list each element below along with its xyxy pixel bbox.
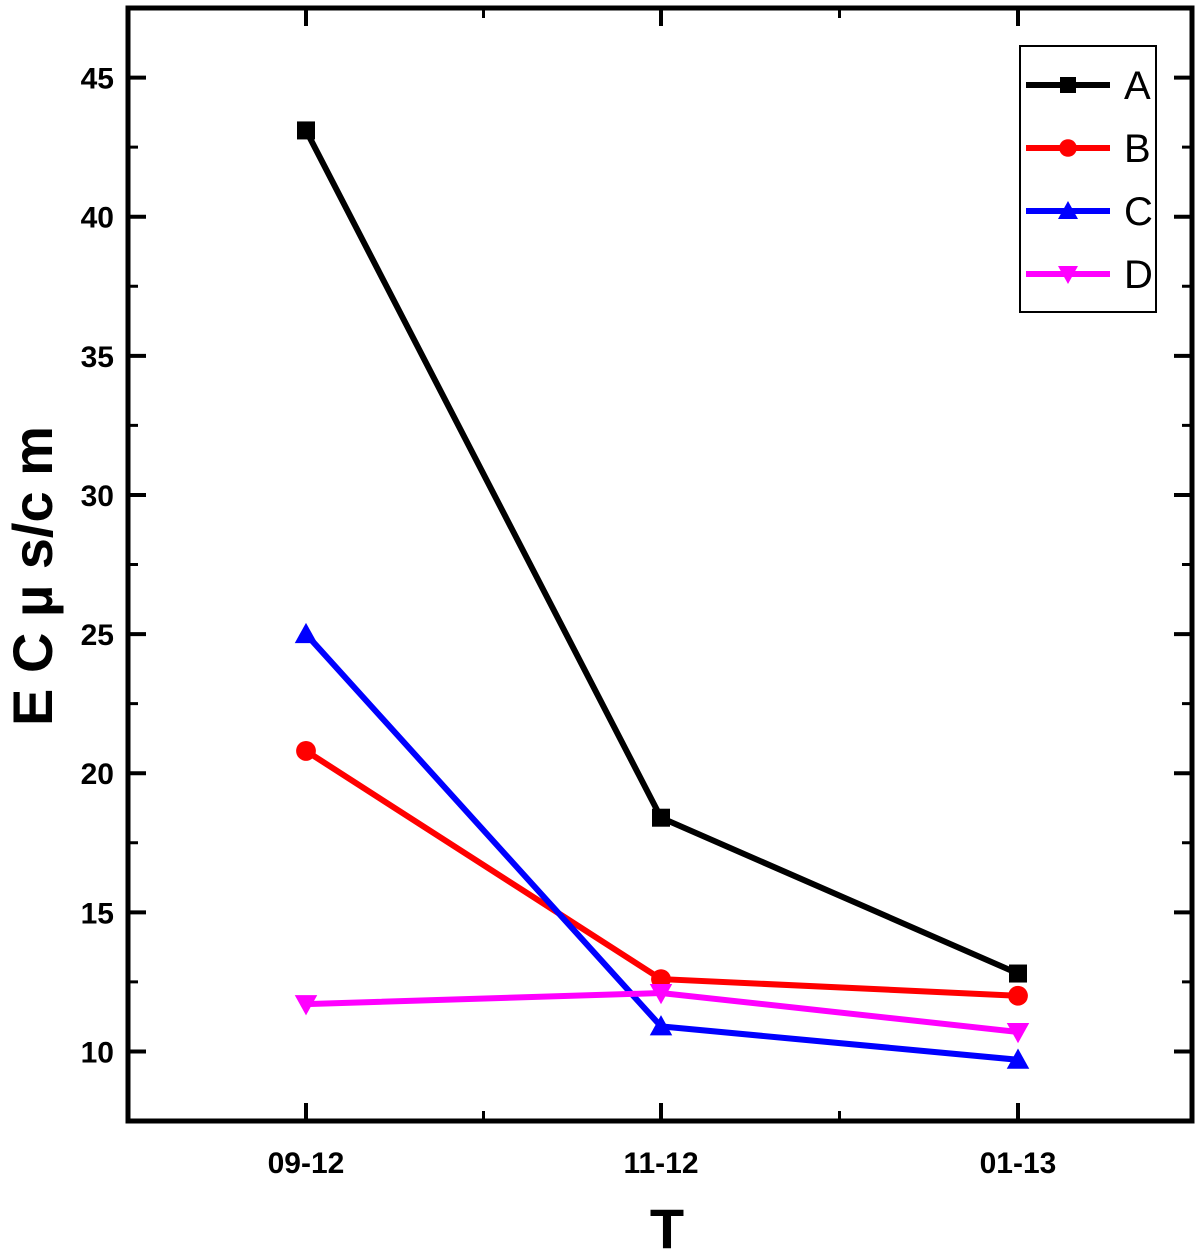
legend-label-c: C bbox=[1124, 190, 1153, 234]
series-a bbox=[297, 121, 1027, 983]
data-point-b bbox=[1008, 985, 1028, 1006]
legend-entry-b: B bbox=[1026, 127, 1151, 171]
legend-label-a: A bbox=[1124, 64, 1151, 108]
legend-entry-d: D bbox=[1026, 253, 1153, 297]
series-layer bbox=[294, 121, 1030, 1069]
y-tick-label: 35 bbox=[81, 341, 114, 374]
x-tick-label: 01-13 bbox=[980, 1147, 1057, 1180]
y-tick-label: 10 bbox=[81, 1036, 114, 1069]
data-point-a bbox=[297, 121, 315, 140]
labels-layer: 10 15 20 25 30 35 40 45 09-12 11-12 01-13 bbox=[81, 63, 1057, 1180]
data-point-d bbox=[294, 995, 318, 1016]
data-point-b bbox=[296, 741, 316, 761]
y-tick-label: 15 bbox=[81, 897, 114, 930]
ticks-layer bbox=[128, 6, 1192, 1123]
legend-entry-a: A bbox=[1026, 64, 1151, 108]
legend-marker-c bbox=[1058, 201, 1078, 219]
y-tick-label: 25 bbox=[81, 619, 114, 652]
data-point-c bbox=[294, 622, 318, 644]
y-axis-title: E C µ s/c m bbox=[1, 426, 64, 726]
x-tick-label: 11-12 bbox=[623, 1147, 698, 1180]
legend-marker-b bbox=[1059, 139, 1077, 157]
x-axis-title: T bbox=[650, 1197, 684, 1252]
data-point-a bbox=[1009, 964, 1027, 983]
data-point-d bbox=[649, 984, 673, 1005]
y-tick-label: 20 bbox=[81, 758, 114, 791]
legend-label-d: D bbox=[1124, 253, 1153, 297]
series-c bbox=[294, 622, 1030, 1069]
y-tick-label: 30 bbox=[81, 480, 114, 513]
y-tick-label: 40 bbox=[81, 202, 114, 235]
data-point-d bbox=[1006, 1022, 1030, 1044]
legend-marker-d bbox=[1058, 266, 1078, 284]
legend-marker-a bbox=[1060, 77, 1076, 93]
x-tick-label: 09-12 bbox=[268, 1147, 345, 1180]
legend-label-b: B bbox=[1124, 127, 1151, 171]
data-point-a bbox=[652, 808, 670, 827]
data-point-c bbox=[649, 1015, 673, 1036]
legend-box bbox=[1019, 45, 1157, 313]
legend-entry-c: C bbox=[1026, 190, 1153, 234]
series-d bbox=[294, 984, 1030, 1044]
data-point-c bbox=[1006, 1048, 1030, 1069]
y-tick-label: 45 bbox=[81, 63, 114, 96]
